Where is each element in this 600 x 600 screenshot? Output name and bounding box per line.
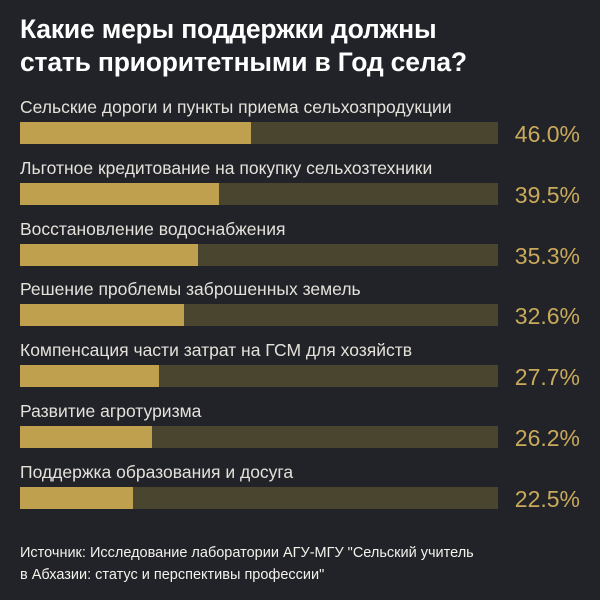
bar-category-label: Льготное кредитование на покупку сельхоз… <box>20 157 433 178</box>
source-note: Источник: Исследование лаборатории АГУ-М… <box>20 542 580 586</box>
bar-track <box>20 426 498 448</box>
bar <box>20 122 251 144</box>
bar-row: Решение проблемы заброшенных земель 32.6% <box>0 278 600 338</box>
bar-value-label: 46.0% <box>514 121 580 147</box>
bar-track <box>20 182 498 205</box>
bar-row: Льготное кредитование на покупку сельхоз… <box>0 157 600 217</box>
chart-title: Какие меры поддержки должны стать приори… <box>20 13 580 79</box>
bar-track <box>20 486 498 509</box>
bar-value-label: 22.5% <box>514 485 580 512</box>
bar-category-label: Сельские дороги и пункты приема сельхозп… <box>20 97 452 117</box>
bar <box>20 486 133 509</box>
bar-track <box>20 365 498 388</box>
source-line-1: Источник: Исследование лаборатории АГУ-М… <box>20 545 474 561</box>
source-line-2: в Абхазии: статус и перспективы професси… <box>20 567 325 583</box>
bar-category-label: Развитие агротуризма <box>20 401 202 421</box>
bar-category-label: Компенсация части затрат на ГСМ для хозя… <box>20 340 413 361</box>
bar-track <box>20 243 498 266</box>
bar-value-label: 39.5% <box>514 181 580 208</box>
bar <box>20 243 198 266</box>
bar-value-label: 26.2% <box>514 425 580 451</box>
bar <box>20 426 152 448</box>
bar-track <box>20 304 498 327</box>
bar-value-label: 35.3% <box>514 242 580 269</box>
bar <box>20 304 184 327</box>
bar-track <box>20 122 498 144</box>
bar-row: Сельские дороги и пункты приема сельхозп… <box>0 96 600 156</box>
chart-title-line-2: стать приоритетными в Год села? <box>20 47 467 77</box>
bar-row: Компенсация части затрат на ГСМ для хозя… <box>0 339 600 399</box>
bar-value-label: 32.6% <box>514 303 580 330</box>
bar-category-label: Восстановление водоснабжения <box>20 218 286 239</box>
bar-category-label: Решение проблемы заброшенных земель <box>20 279 361 300</box>
bar <box>20 365 159 388</box>
bar <box>20 182 219 205</box>
chart-title-line-1: Какие меры поддержки должны <box>20 14 437 44</box>
bar-row: Развитие агротуризма 26.2% <box>0 400 600 460</box>
bar-category-label: Поддержка образования и досуга <box>20 461 294 482</box>
bar-row: Поддержка образования и досуга 22.5% <box>0 461 600 521</box>
bar-row: Восстановление водоснабжения 35.3% <box>0 218 600 278</box>
bar-value-label: 27.7% <box>514 364 580 391</box>
